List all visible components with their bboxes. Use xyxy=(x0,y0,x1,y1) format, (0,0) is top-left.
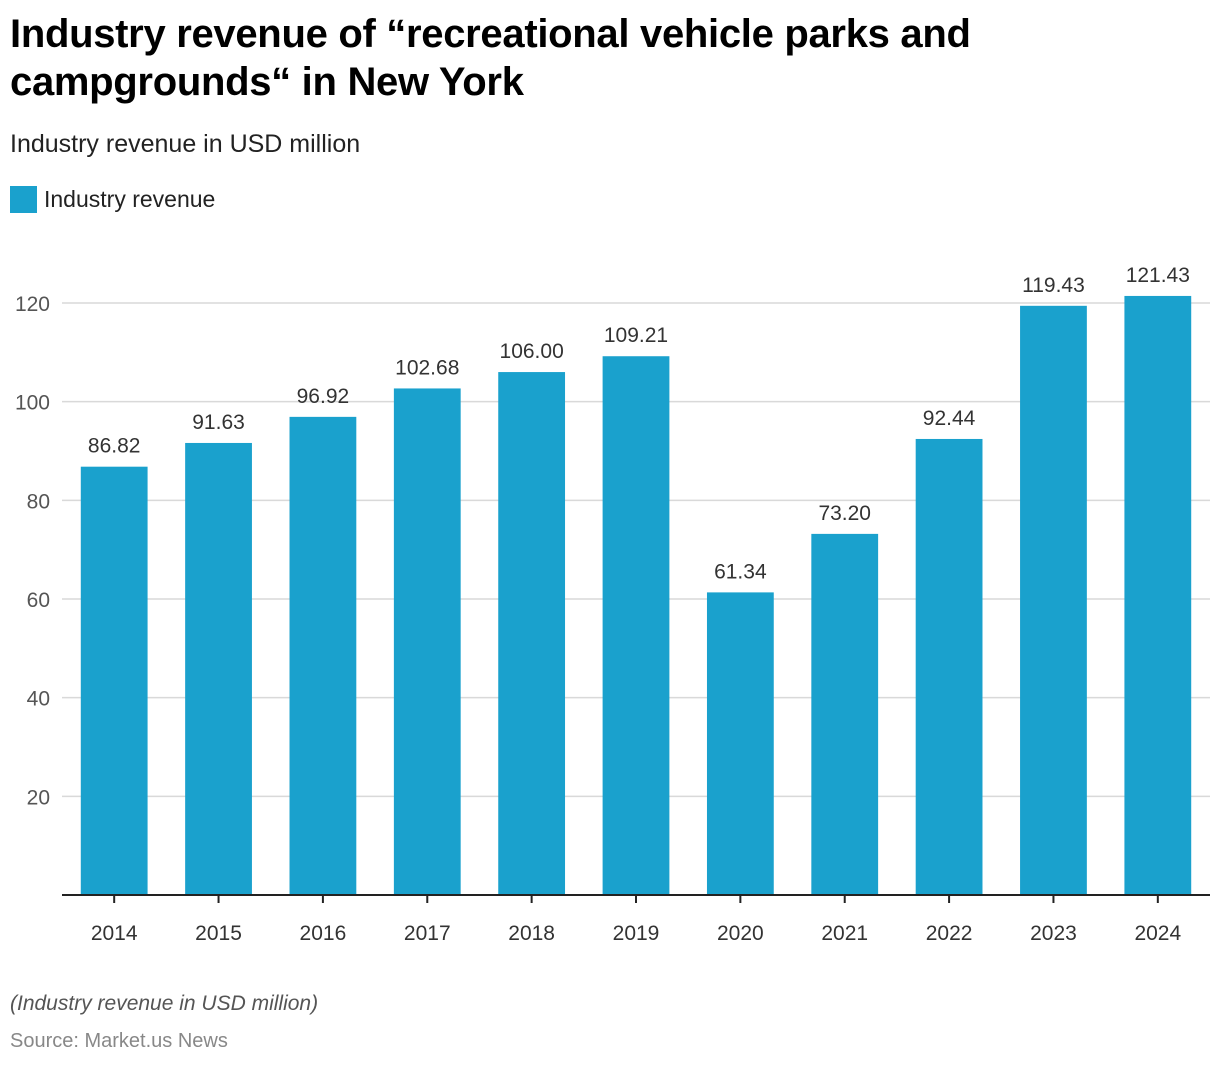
bars xyxy=(80,295,1192,896)
data-label: 73.20 xyxy=(818,502,871,525)
data-label: 119.43 xyxy=(1022,274,1085,297)
data-label: 96.92 xyxy=(297,385,350,408)
y-tick-label: 60 xyxy=(27,589,50,612)
data-label: 61.34 xyxy=(714,560,767,583)
bar-2019 xyxy=(602,356,670,895)
x-tick-label: 2014 xyxy=(91,922,138,945)
bar-2022 xyxy=(915,438,983,895)
bar-2020 xyxy=(706,592,774,895)
y-tick-label: 100 xyxy=(15,392,50,415)
x-tick-label: 2018 xyxy=(508,922,555,945)
chart-subtitle: Industry revenue in USD million xyxy=(10,130,361,158)
bar-2021 xyxy=(811,533,879,895)
x-tick-label: 2016 xyxy=(300,922,347,945)
x-tick-label: 2021 xyxy=(821,922,868,945)
bar-2016 xyxy=(289,416,357,895)
footnote: (Industry revenue in USD million) xyxy=(10,992,319,1015)
chart-title: Industry revenue of “recreational vehicl… xyxy=(10,12,971,104)
y-axis-ticks: 20 40 60 80 100 120 xyxy=(15,293,50,809)
bar-2023 xyxy=(1020,305,1087,895)
data-label: 91.63 xyxy=(192,411,245,434)
y-tick-label: 120 xyxy=(15,293,50,316)
data-label: 92.44 xyxy=(923,407,976,430)
data-label: 86.82 xyxy=(88,435,141,458)
data-label: 121.43 xyxy=(1126,264,1190,287)
bar-2017 xyxy=(393,388,461,895)
x-tick-label: 2024 xyxy=(1134,922,1181,945)
x-tick-label: 2019 xyxy=(613,922,660,945)
bar-2014 xyxy=(80,466,148,895)
y-tick-label: 20 xyxy=(27,786,50,809)
legend-label: Industry revenue xyxy=(44,186,216,212)
legend-swatch xyxy=(10,186,37,213)
y-tick-label: 40 xyxy=(27,688,50,711)
data-label: 102.68 xyxy=(395,356,459,379)
data-labels: 86.82 91.63 96.92 102.68 106.00 109.21 61.34 73… xyxy=(88,264,1190,583)
x-tick-label: 2022 xyxy=(926,922,973,945)
data-label: 109.21 xyxy=(604,324,668,347)
x-tick-label: 2015 xyxy=(195,922,242,945)
y-tick-label: 80 xyxy=(27,490,50,513)
bar-2015 xyxy=(185,442,252,895)
bar-2018 xyxy=(498,372,566,896)
x-tick-label: 2017 xyxy=(404,922,451,945)
x-tick-label: 2023 xyxy=(1030,922,1077,945)
legend: Industry revenue xyxy=(10,186,215,213)
source-note: Source: Market.us News xyxy=(10,1030,228,1052)
x-tick-label: 2020 xyxy=(717,922,764,945)
x-axis: 2014 2015 2016 2017 2018 2019 2020 2021 2022 2023… xyxy=(62,894,1210,945)
data-label: 106.00 xyxy=(500,340,564,363)
bar-2024 xyxy=(1124,295,1192,896)
